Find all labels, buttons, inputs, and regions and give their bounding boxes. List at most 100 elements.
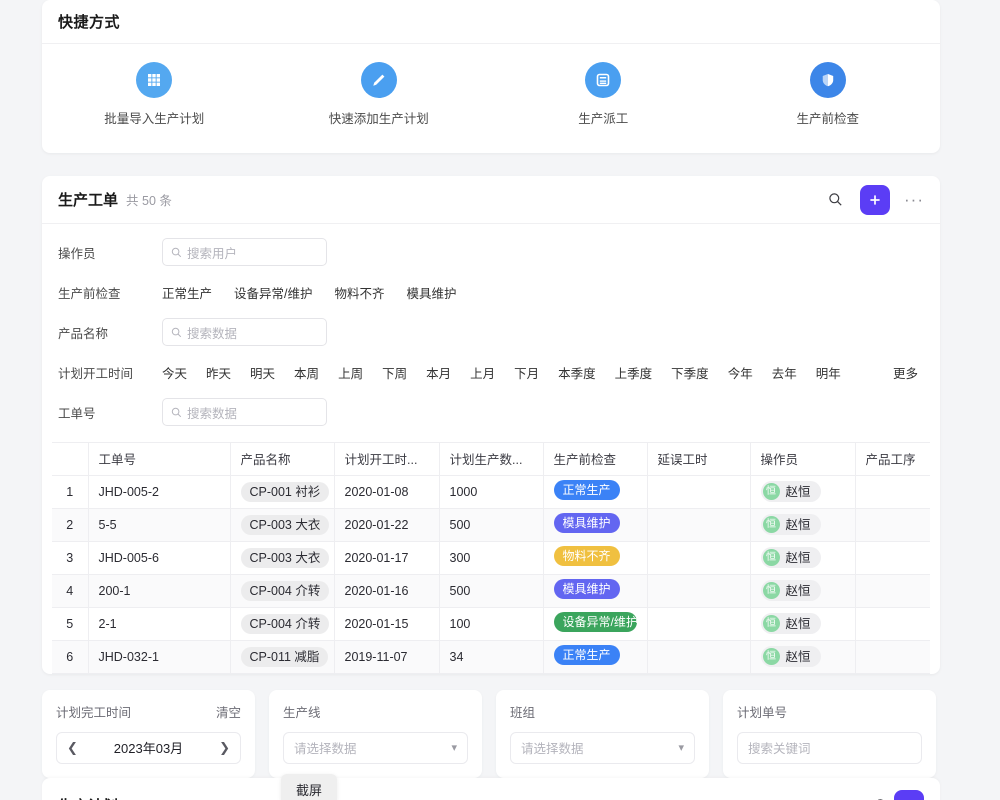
shortcuts-card: 快捷方式 批量导入生产计划 快速添加生产计划 生产派工 — [42, 0, 940, 153]
cell-plan-start-time: 2020-01-15 — [334, 607, 440, 641]
production-line-select[interactable]: 请选择数据 ▾ — [283, 731, 468, 764]
month-picker[interactable]: ❮ 2023年03月 ❯ — [56, 731, 241, 764]
operator-chip: 恒赵恒 — [760, 514, 821, 535]
precheck-option-equipment[interactable]: 设备异常/维护 — [234, 286, 313, 301]
chevron-right-icon[interactable]: ❯ — [219, 739, 230, 755]
screenshot-button[interactable]: 截屏 — [281, 774, 338, 800]
cell-product-name: CP-004 介转 — [230, 574, 335, 608]
search-icon — [171, 327, 182, 337]
table-row[interactable]: 3 JHD-005-6 CP-003 大衣 2020-01-17 300 物料不齐 恒赵恒 — [52, 541, 930, 575]
table-row[interactable]: 2 5-5 CP-003 大衣 2020-01-22 500 模具维护 恒赵恒 — [52, 508, 930, 542]
date-option-last-month[interactable]: 上月 — [470, 366, 496, 381]
filter-card-header: 班组 — [510, 702, 695, 721]
column-header-plan-start-time[interactable]: 计划开工时... — [334, 443, 440, 476]
cell-work-order-no: JHD-005-6 — [88, 541, 231, 575]
row-index: 4 — [52, 574, 89, 608]
date-option-next-week[interactable]: 下周 — [382, 366, 408, 381]
avatar: 恒 — [762, 516, 780, 533]
operator-chip: 恒赵恒 — [760, 580, 821, 601]
column-header-precheck[interactable]: 生产前检查 — [543, 443, 648, 476]
shortcuts-list: 批量导入生产计划 快速添加生产计划 生产派工 生产前检查 — [42, 44, 940, 153]
work-order-table-container[interactable]: 工单号 产品名称 计划开工时... 计划生产数... 生产前检查 延误工时 操作… — [52, 442, 930, 674]
date-option-this-week[interactable]: 本周 — [294, 366, 320, 381]
production-plan-count: 共 0 条 — [126, 796, 165, 800]
filter-card-team: 班组 请选择数据 ▾ — [496, 689, 709, 778]
filter-row-product-name: 产品名称 搜索数据 — [58, 312, 924, 352]
cell-product-name: CP-003 大衣 — [230, 508, 335, 542]
date-option-next-year[interactable]: 明年 — [815, 366, 841, 381]
date-option-tomorrow[interactable]: 明天 — [250, 366, 276, 381]
pencil-icon — [360, 62, 397, 98]
cell-work-order-no: 200-1 — [88, 574, 231, 608]
operator-search-input[interactable]: 搜索用户 — [162, 238, 327, 266]
date-option-last-quarter[interactable]: 上季度 — [614, 366, 653, 381]
shortcut-quick-add[interactable]: 快速添加生产计划 — [267, 62, 492, 127]
column-header-product-name[interactable]: 产品名称 — [230, 443, 335, 476]
date-option-this-quarter[interactable]: 本季度 — [558, 366, 596, 381]
column-header-operator[interactable]: 操作员 — [750, 443, 856, 476]
table-row[interactable]: 4 200-1 CP-004 介转 2020-01-16 500 模具维护 恒赵恒 — [52, 574, 930, 608]
table-row[interactable]: 5 2-1 CP-004 介转 2020-01-15 100 设备异常/维护 恒赵恒 — [52, 607, 930, 641]
table-row[interactable]: 1 JHD-005-2 CP-001 衬衫 2020-01-08 1000 正常生产 恒赵恒 — [52, 475, 930, 509]
plan-no-placeholder: 搜索关键词 — [748, 742, 811, 756]
add-button[interactable] — [894, 790, 924, 800]
more-filters-link[interactable]: 更多 — [892, 366, 918, 381]
filter-card-header: 计划单号 — [737, 702, 922, 721]
operator-chip: 恒赵恒 — [760, 646, 821, 667]
cell-precheck: 模具维护 — [543, 508, 648, 542]
date-option-this-month[interactable]: 本月 — [426, 366, 452, 381]
date-option-next-quarter[interactable]: 下季度 — [671, 366, 709, 381]
table-row[interactable]: 6 JHD-032-1 CP-011 减脂 2019-11-07 34 正常生产 恒赵恒 — [52, 640, 930, 674]
team-select[interactable]: 请选择数据 ▾ — [510, 731, 695, 764]
column-header-plan-quantity[interactable]: 计划生产数... — [439, 443, 544, 476]
column-header-index — [52, 443, 89, 476]
operator-search-placeholder: 搜索用户 — [187, 246, 238, 261]
column-header-product-process[interactable]: 产品工序 — [855, 443, 930, 476]
plan-no-input[interactable]: 搜索关键词 — [737, 731, 922, 764]
cell-precheck: 模具维护 — [543, 574, 648, 608]
row-index: 6 — [52, 640, 89, 674]
avatar: 恒 — [762, 483, 780, 500]
cell-delay-hours — [647, 475, 751, 509]
search-icon[interactable] — [868, 792, 894, 800]
shortcut-precheck[interactable]: 生产前检查 — [716, 62, 941, 127]
status-badge: 模具维护 — [553, 513, 620, 533]
cell-precheck: 设备异常/维护 — [543, 607, 648, 641]
date-option-today[interactable]: 今天 — [162, 366, 188, 381]
date-option-last-year[interactable]: 去年 — [771, 366, 797, 381]
date-option-next-month[interactable]: 下月 — [514, 366, 540, 381]
shortcut-batch-import[interactable]: 批量导入生产计划 — [42, 62, 267, 127]
bottom-filter-panel: 计划完工时间 清空 ❮ 2023年03月 ❯ 生产线 请选择数据 ▾ 班组 — [42, 689, 958, 778]
date-option-yesterday[interactable]: 昨天 — [206, 366, 232, 381]
add-button[interactable] — [860, 184, 891, 215]
precheck-option-material[interactable]: 物料不齐 — [334, 286, 385, 301]
work-order-card: 生产工单 共 50 条 ··· 操作员 搜索用户 生产前检查 正常生产 — [42, 176, 940, 674]
product-name-search-input[interactable]: 搜索数据 — [162, 318, 327, 346]
page-title: 生产工单 — [58, 192, 119, 209]
work-order-no-search-input[interactable]: 搜索数据 — [162, 398, 327, 426]
column-header-delay-hours[interactable]: 延误工时 — [647, 443, 751, 476]
search-icon — [171, 247, 182, 257]
cell-product-process — [855, 508, 930, 542]
cell-delay-hours — [647, 607, 751, 641]
precheck-option-normal[interactable]: 正常生产 — [162, 286, 213, 301]
production-plan-title: 生产计划 — [58, 795, 118, 800]
column-header-work-order-no[interactable]: 工单号 — [88, 443, 231, 476]
precheck-option-mold[interactable]: 模具维护 — [406, 286, 457, 301]
shortcut-dispatch[interactable]: 生产派工 — [491, 62, 716, 127]
cell-precheck: 物料不齐 — [543, 541, 648, 575]
production-plan-header: 生产计划 共 0 条 — [42, 778, 940, 800]
plan-start-options: 今天 昨天 明天 本周 上周 下周 本月 上月 下月 本季度 上季度 下季度 今… — [162, 363, 924, 382]
clear-button[interactable]: 清空 — [215, 705, 241, 720]
cell-operator: 恒赵恒 — [750, 574, 856, 608]
chevron-left-icon[interactable]: ❮ — [67, 739, 78, 755]
ellipsis-icon[interactable]: ··· — [904, 189, 924, 209]
search-icon[interactable] — [822, 187, 848, 213]
date-option-this-year[interactable]: 今年 — [727, 366, 753, 381]
operator-chip: 恒赵恒 — [760, 613, 821, 634]
date-option-last-week[interactable]: 上周 — [338, 366, 364, 381]
cell-plan-quantity: 34 — [439, 640, 544, 674]
cell-work-order-no: JHD-005-2 — [88, 475, 231, 509]
product-name-placeholder: 搜索数据 — [187, 326, 238, 341]
